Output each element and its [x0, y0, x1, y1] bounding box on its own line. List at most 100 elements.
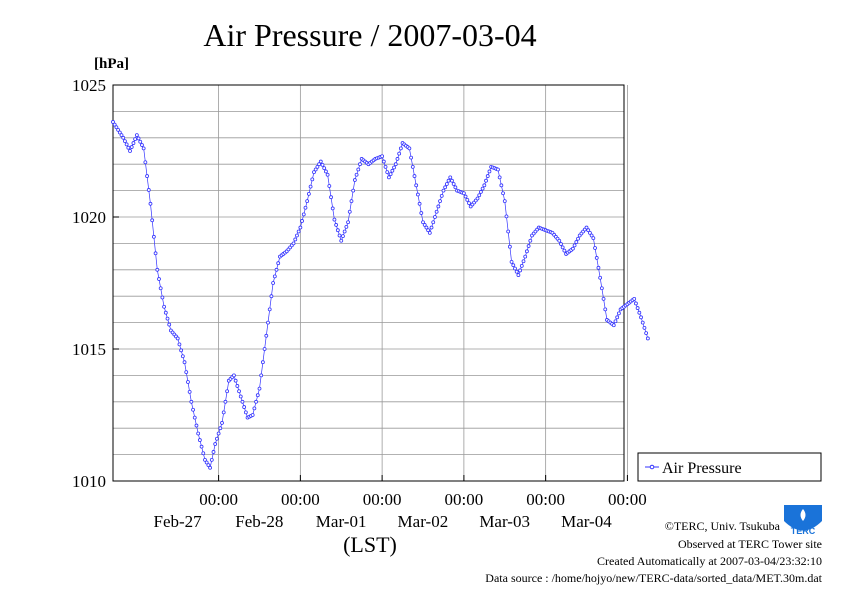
data-point — [206, 463, 211, 468]
data-point — [480, 186, 485, 191]
data-point — [574, 240, 579, 244]
data-point — [128, 149, 132, 153]
data-point — [397, 151, 402, 156]
data-point — [634, 301, 638, 306]
data-point — [351, 188, 356, 193]
data-point — [642, 325, 647, 330]
data-point — [312, 170, 316, 175]
data-point — [429, 225, 434, 230]
data-point — [337, 233, 342, 238]
data-point — [385, 170, 390, 175]
chart-title: Air Pressure / 2007-03-04 — [203, 17, 536, 53]
data-point — [511, 263, 516, 268]
data-point — [354, 172, 359, 177]
footer-created: Created Automatically at 2007-03-04/23:3… — [597, 554, 822, 568]
data-point — [301, 212, 306, 217]
x-tick-time-label: 00:00 — [281, 490, 320, 509]
data-series — [111, 120, 650, 470]
data-point — [390, 168, 395, 173]
data-point — [521, 259, 526, 264]
data-point — [213, 442, 218, 446]
data-point — [167, 322, 172, 327]
data-point — [327, 184, 332, 188]
data-point — [588, 230, 592, 235]
data-point — [526, 244, 531, 248]
data-point — [504, 214, 509, 219]
data-point — [221, 410, 226, 415]
data-point — [121, 135, 126, 140]
y-axis: 1010 1015 1020 1025 — [72, 76, 119, 491]
data-point — [126, 145, 131, 150]
data-point — [318, 159, 323, 164]
data-point — [441, 188, 446, 193]
data-point — [187, 389, 192, 394]
data-point — [250, 413, 255, 417]
data-point — [242, 405, 247, 409]
data-point — [140, 143, 144, 147]
data-point — [431, 220, 436, 225]
data-point — [165, 316, 170, 321]
data-point — [145, 174, 149, 178]
data-point — [635, 306, 640, 310]
y-tick-label: 1010 — [72, 472, 106, 491]
data-point — [293, 237, 298, 242]
data-point — [528, 238, 533, 243]
data-point — [475, 196, 480, 201]
data-point — [252, 406, 257, 411]
data-point — [298, 225, 303, 230]
data-point — [644, 331, 649, 336]
data-point — [111, 120, 115, 124]
data-point — [461, 191, 466, 196]
data-point — [421, 220, 425, 225]
data-point — [426, 228, 431, 233]
data-point — [262, 347, 267, 351]
data-point — [523, 254, 528, 259]
x-tick-time-label: 00:00 — [363, 490, 402, 509]
data-point — [639, 315, 643, 320]
data-point — [238, 394, 243, 399]
footer-observed: Observed at TERC Tower site — [678, 537, 822, 551]
data-point — [320, 162, 325, 167]
data-point — [434, 209, 439, 214]
data-point — [632, 296, 637, 301]
data-point — [317, 162, 322, 167]
data-point — [485, 174, 490, 178]
data-point — [381, 159, 386, 164]
data-point — [306, 191, 311, 196]
data-point — [519, 263, 524, 268]
x-tick-date-label: Mar-03 — [479, 512, 530, 531]
data-point — [325, 172, 330, 177]
data-point — [191, 407, 195, 412]
data-point — [184, 370, 189, 375]
data-point — [204, 460, 209, 465]
data-point — [203, 457, 207, 462]
data-point — [266, 320, 270, 325]
y-tick-label: 1015 — [72, 340, 106, 359]
data-point — [591, 236, 596, 241]
data-point — [446, 178, 451, 183]
data-point — [339, 238, 344, 243]
data-point — [322, 166, 327, 171]
legend-box — [637, 452, 822, 482]
data-point — [129, 145, 134, 149]
data-point — [194, 423, 199, 428]
data-point — [150, 218, 155, 223]
data-point — [484, 178, 488, 183]
data-point — [303, 205, 308, 210]
data-point — [235, 384, 240, 388]
data-point — [310, 177, 315, 182]
x-tick-time-label: 00:00 — [199, 490, 238, 509]
data-point — [482, 183, 487, 188]
data-point — [451, 182, 456, 186]
data-point — [267, 307, 272, 312]
data-point — [571, 246, 575, 251]
data-point — [342, 229, 347, 234]
data-point — [123, 139, 127, 144]
data-point — [516, 273, 521, 277]
data-point — [513, 266, 517, 271]
data-point — [616, 311, 621, 316]
y-axis-unit-label: [hPa] — [94, 56, 129, 72]
data-point — [417, 201, 422, 206]
data-point — [143, 160, 148, 165]
